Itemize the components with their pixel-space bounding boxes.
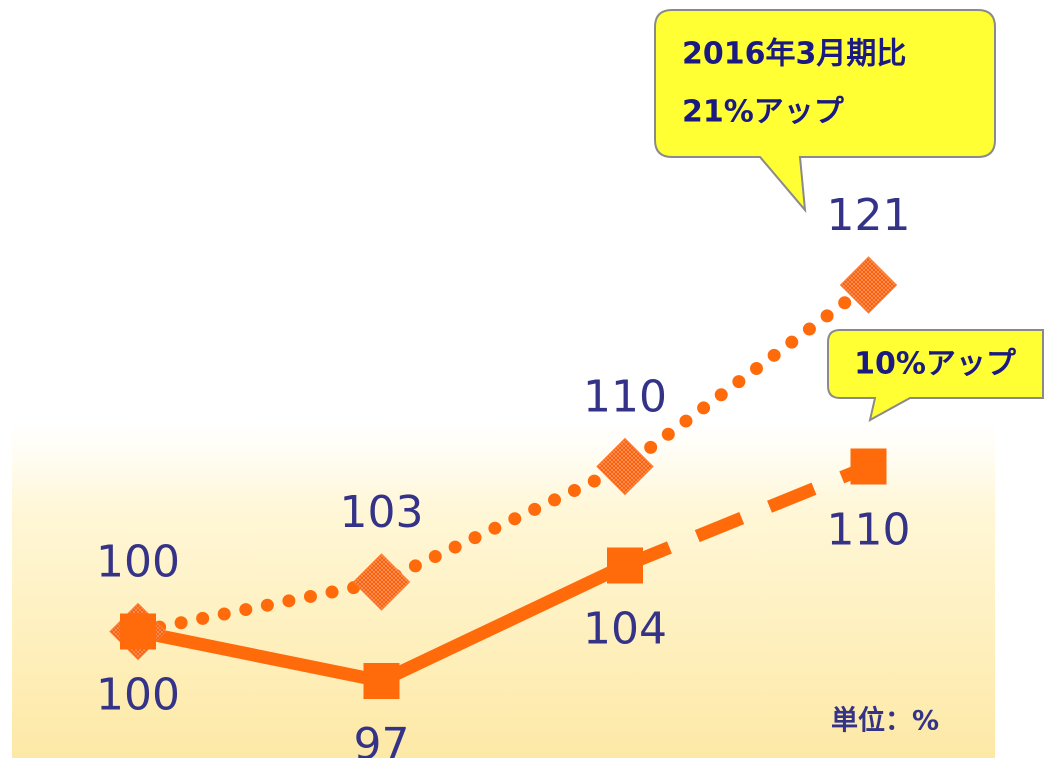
annotation: 2016年3月期比 [682,37,906,72]
series-line [622,460,871,572]
data-label: 104 [583,604,667,655]
data-label: 97 [354,719,410,758]
diamond-marker [352,553,411,611]
square-marker [607,547,643,584]
square-marker [363,663,400,699]
data-label: 103 [340,487,424,538]
plot-background [12,420,995,758]
callout-box [654,9,996,214]
data-label: 121 [827,190,911,241]
callout-box [827,329,1044,422]
square-marker [850,448,887,485]
annotation: 21%アップ [682,95,845,130]
diamond-marker [839,256,898,314]
unit-label: 単位：% [831,705,939,737]
annotation: 10%アップ [854,347,1017,382]
data-label: 100 [96,537,180,588]
diamond-marker [596,437,654,496]
square-marker [120,613,156,650]
data-label: 110 [827,505,911,556]
data-label: 100 [96,670,180,721]
data-label: 110 [583,372,667,423]
